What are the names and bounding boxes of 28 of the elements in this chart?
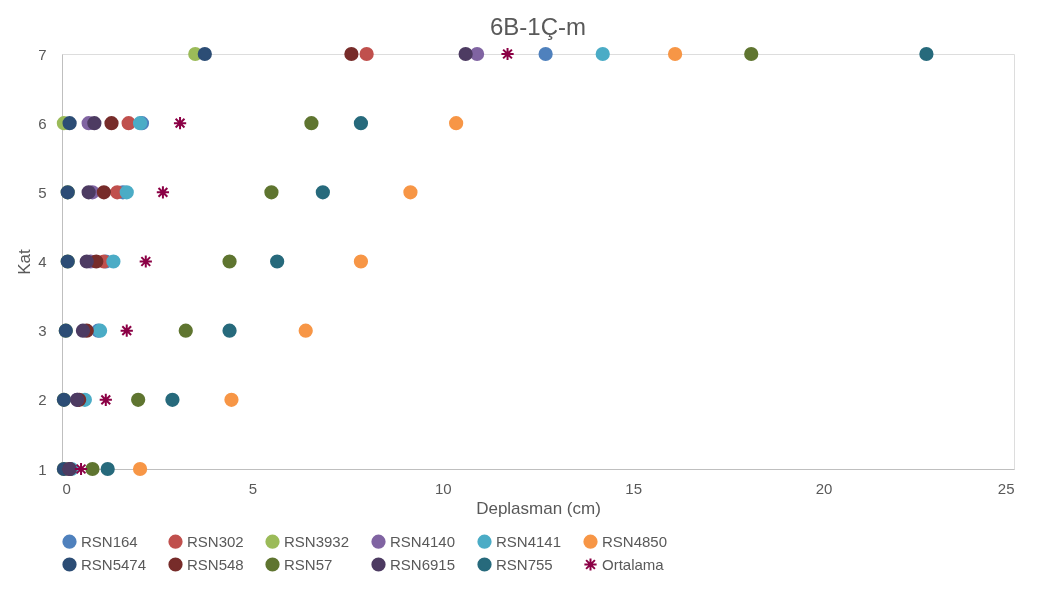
chart-title: 6B-1Ç-m [489, 12, 587, 40]
y-tick-label: 5 [38, 183, 47, 201]
x-tick-label: 15 [625, 479, 643, 497]
y-tick-label: 2 [38, 391, 47, 409]
y-tick-label: 6 [38, 114, 47, 132]
y-tick-label: 7 [38, 45, 47, 63]
legend-label: RSN57 [284, 555, 333, 573]
y-tick-label: 1 [38, 460, 47, 478]
x-tick-label: 20 [815, 479, 833, 497]
legend-label: RSN4141 [496, 532, 562, 550]
y-tick-label: 4 [38, 253, 47, 270]
x-tick-label: 25 [997, 479, 1015, 497]
y-tick-label: 3 [38, 322, 47, 340]
legend-label: RSN3932 [284, 532, 350, 550]
legend-label: RSN755 [496, 555, 553, 573]
legend-label: Ortalama [602, 555, 665, 573]
legend-label: RSN4140 [390, 532, 456, 550]
legend-label: RSN164 [81, 532, 138, 550]
x-tick-label: 10 [434, 479, 452, 497]
x-tick-label: 0 [62, 479, 71, 497]
x-axis-title: Deplasman (cm) [476, 498, 601, 518]
legend-label: RSN4850 [602, 532, 668, 550]
legend-label: RSN5474 [81, 555, 147, 573]
y-axis-title: Kat [15, 248, 35, 275]
legend-label: RSN302 [187, 532, 244, 550]
legend-label: RSN548 [187, 555, 244, 573]
x-tick-label: 5 [248, 479, 258, 497]
legend-label: RSN6915 [390, 555, 456, 573]
